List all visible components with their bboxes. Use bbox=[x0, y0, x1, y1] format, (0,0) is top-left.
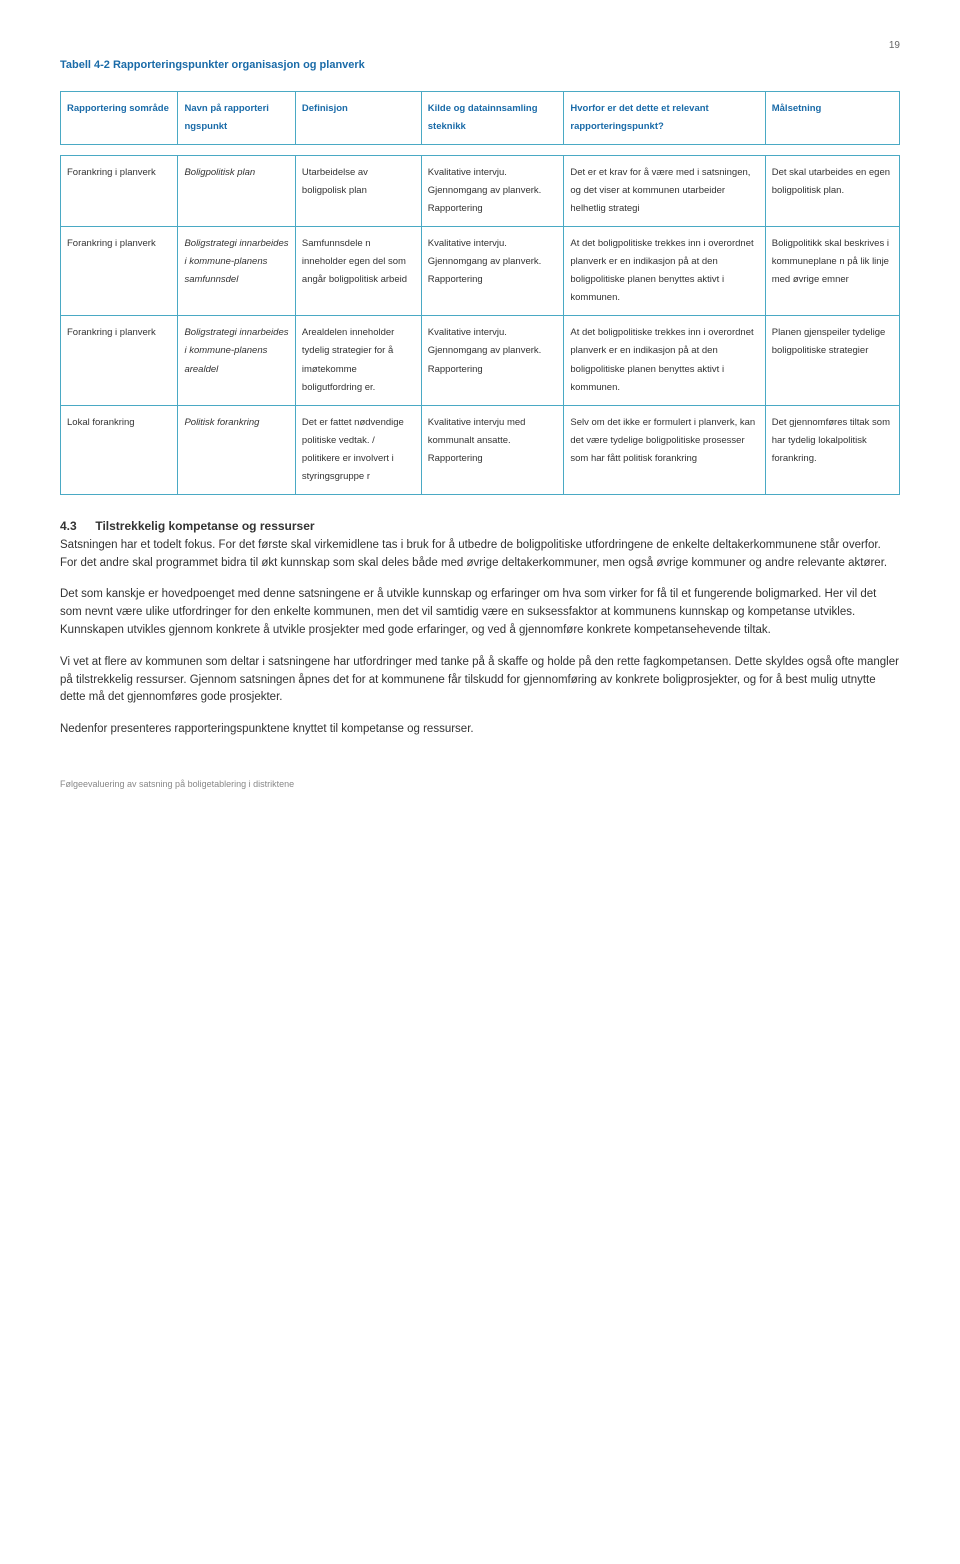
cell-name: Boligstrategi innarbeides i kommune-plan… bbox=[178, 227, 295, 316]
header-c6: Målsetning bbox=[765, 92, 899, 145]
paragraph: Vi vet at flere av kommunen som deltar i… bbox=[60, 654, 900, 707]
table-row: Forankring i planverk Boligstrategi inna… bbox=[61, 316, 900, 405]
cell-name: Boligpolitisk plan bbox=[178, 156, 295, 227]
cell-area: Forankring i planverk bbox=[61, 316, 178, 405]
cell-area: Lokal forankring bbox=[61, 405, 178, 494]
paragraph: Satsningen har et todelt fokus. For det … bbox=[60, 537, 900, 573]
section-title: Tilstrekkelig kompetanse og ressurser bbox=[95, 519, 314, 533]
table-row: Lokal forankring Politisk forankring Det… bbox=[61, 405, 900, 494]
cell-name: Politisk forankring bbox=[178, 405, 295, 494]
cell-source: Kvalitative intervju. Gjennomgang av pla… bbox=[421, 156, 564, 227]
table-row: Forankring i planverk Boligstrategi inna… bbox=[61, 227, 900, 316]
cell-source: Kvalitative intervju. Gjennomgang av pla… bbox=[421, 227, 564, 316]
cell-why: At det boligpolitiske trekkes inn i over… bbox=[564, 316, 765, 405]
cell-why: Det er et krav for å være med i satsning… bbox=[564, 156, 765, 227]
cell-def: Utarbeidelse av boligpolisk plan bbox=[295, 156, 421, 227]
section-number: 4.3 bbox=[60, 519, 92, 533]
header-c5: Hvorfor er det dette et relevant rapport… bbox=[564, 92, 765, 145]
cell-source: Kvalitative intervju med kommunalt ansat… bbox=[421, 405, 564, 494]
header-c4: Kilde og datainnsamling steknikk bbox=[421, 92, 564, 145]
cell-source: Kvalitative intervju. Gjennomgang av pla… bbox=[421, 316, 564, 405]
page-number: 19 bbox=[60, 40, 900, 51]
cell-def: Arealdelen inneholder tydelig strategier… bbox=[295, 316, 421, 405]
report-table: Rapportering sområde Navn på rapporteri … bbox=[60, 91, 900, 495]
table-title: Tabell 4-2 Rapporteringspunkter organisa… bbox=[60, 59, 900, 71]
cell-why: Selv om det ikke er formulert i planverk… bbox=[564, 405, 765, 494]
header-c1: Rapportering sområde bbox=[61, 92, 178, 145]
paragraph: Det som kanskje er hovedpoenget med denn… bbox=[60, 586, 900, 639]
spacer-row bbox=[61, 145, 900, 156]
cell-area: Forankring i planverk bbox=[61, 156, 178, 227]
cell-goal: Boligpolitikk skal beskrives i kommunepl… bbox=[765, 227, 899, 316]
footer-text: Følgeevaluering av satsning på boligetab… bbox=[60, 779, 900, 789]
cell-area: Forankring i planverk bbox=[61, 227, 178, 316]
cell-def: Det er fattet nødvendige politiske vedta… bbox=[295, 405, 421, 494]
cell-why: At det boligpolitiske trekkes inn i over… bbox=[564, 227, 765, 316]
section-heading: 4.3 Tilstrekkelig kompetanse og ressurse… bbox=[60, 519, 900, 533]
cell-name: Boligstrategi innarbeides i kommune-plan… bbox=[178, 316, 295, 405]
cell-def: Samfunnsdele n inneholder egen del som a… bbox=[295, 227, 421, 316]
header-c3: Definisjon bbox=[295, 92, 421, 145]
cell-goal: Det skal utarbeides en egen boligpolitis… bbox=[765, 156, 899, 227]
cell-goal: Det gjennomføres tiltak som har tydelig … bbox=[765, 405, 899, 494]
paragraph: Nedenfor presenteres rapporteringspunkte… bbox=[60, 721, 900, 739]
table-row: Forankring i planverk Boligpolitisk plan… bbox=[61, 156, 900, 227]
cell-goal: Planen gjenspeiler tydelige boligpolitis… bbox=[765, 316, 899, 405]
header-c2: Navn på rapporteri ngspunkt bbox=[178, 92, 295, 145]
header-row: Rapportering sområde Navn på rapporteri … bbox=[61, 92, 900, 145]
